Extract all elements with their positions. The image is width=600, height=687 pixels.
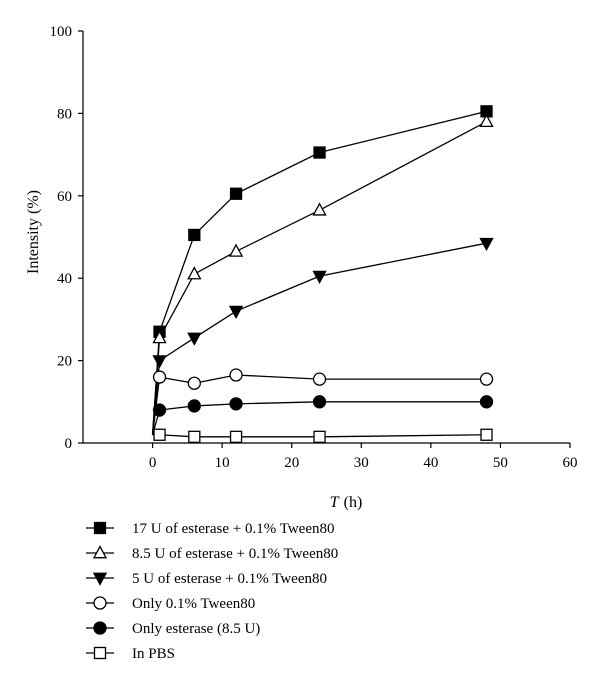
legend-label: 8.5 U of esterase + 0.1% Tween80 [132,546,338,562]
data-point [229,368,243,382]
x-axis-unit: (h) [344,494,363,511]
data-point [479,237,494,252]
legend-item-1: 17 U of esterase + 0.1% Tween80 [86,521,335,537]
y-tick-label: 0 [65,436,73,452]
legend-item-3: 5 U of esterase + 0.1% Tween80 [86,571,327,587]
legend-marker [93,646,107,660]
legend-item-5: Only esterase (8.5 U) [86,621,260,637]
legend-marker [92,545,108,559]
series-line-4 [151,374,487,435]
x-axis-label: T (h) [330,494,363,511]
legend-label: 17 U of esterase + 0.1% Tween80 [132,521,335,537]
legend-label: 5 U of esterase + 0.1% Tween80 [132,571,327,587]
legend-marker [93,621,107,635]
legend-label: Only esterase (8.5 U) [132,621,260,637]
data-point [187,332,202,346]
series-line-2 [151,121,487,435]
x-tick-label: 60 [563,455,578,471]
data-point [229,430,243,443]
data-point [188,228,201,242]
legend-item-2: 8.5 U of esterase + 0.1% Tween80 [86,545,338,562]
data-point [188,430,201,443]
data-point [153,428,166,441]
data-point [479,372,494,386]
x-tick-label: 0 [149,455,157,471]
y-tick-label: 100 [50,24,73,40]
legend: 17 U of esterase + 0.1% Tween80 8.5 U of … [86,521,338,662]
data-point [312,372,327,386]
y-tick-label: 80 [57,106,72,122]
x-tick-label: 50 [493,455,508,471]
data-point [187,399,201,413]
data-point [312,202,327,216]
legend-label: Only 0.1% Tween80 [132,596,255,612]
legend-label: In PBS [132,646,175,662]
data-point [229,187,243,200]
data-point [187,266,202,280]
data-point [228,243,244,257]
data-point [229,397,243,411]
plot-area: 0 20 40 60 80 100 0 10 20 30 40 50 60 [50,24,578,471]
data-point [313,430,326,443]
x-tick-label: 10 [215,455,230,471]
data-point [152,370,167,384]
legend-item-6: In PBS [86,646,175,662]
x-tick-label: 20 [284,455,299,471]
data-point [479,395,494,409]
legend-marker [93,596,107,610]
data-point [480,428,493,441]
data-point [152,355,167,369]
data-point [312,395,327,409]
legend-marker [93,521,107,535]
data-point [479,113,494,127]
x-tick-label: 40 [423,455,438,471]
x-axis-variable: T [330,494,340,511]
y-tick-label: 40 [57,271,72,287]
y-tick-label: 60 [57,189,72,205]
y-axis-label: Intensity (%) [25,190,42,274]
y-tick-label: 20 [57,354,72,370]
x-tick-label: 30 [354,455,369,471]
data-point [228,305,244,320]
legend-item-4: Only 0.1% Tween80 [86,596,255,612]
data-point [187,376,201,390]
data-point [152,330,167,344]
data-point [312,270,327,284]
data-point [152,403,167,417]
data-point [313,146,326,159]
legend-marker [92,572,108,586]
